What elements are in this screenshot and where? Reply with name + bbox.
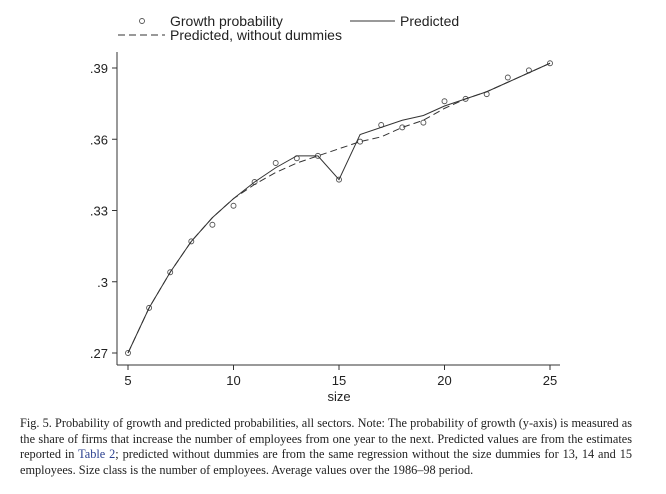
y-tick-label: .36 <box>90 132 108 147</box>
legend-label-without-dummies: Predicted, without dummies <box>170 27 342 43</box>
data-point <box>167 269 174 276</box>
x-tick-label: 10 <box>226 373 240 388</box>
data-point <box>146 304 153 311</box>
figure-caption: Fig. 5. Probability of growth and predic… <box>20 416 632 478</box>
data-point <box>272 160 279 166</box>
chart: .27 .3 .33 .36 .39 5 10 15 20 25 size Growth probab… <box>90 13 560 404</box>
table-link[interactable]: Table 2 <box>78 447 116 461</box>
caption-text: Fig. 5. Probability of growth and predic… <box>20 416 632 461</box>
x-tick-label: 25 <box>543 373 557 388</box>
caption-text-end: ; predicted without dummies are from the… <box>20 447 632 477</box>
series-line-predicted-without-dummies <box>127 62 551 354</box>
x-tick-label: 20 <box>437 373 451 388</box>
y-tick-label: .3 <box>97 275 108 290</box>
legend-marker-growth <box>139 18 145 24</box>
data-point <box>125 350 131 356</box>
data-point <box>209 221 216 228</box>
x-tick-label: 15 <box>332 373 346 388</box>
legend-label-predicted: Predicted <box>400 13 459 29</box>
x-tick-label: 5 <box>124 373 131 388</box>
x-axis-label: size <box>327 389 350 404</box>
data-point <box>188 238 195 245</box>
y-tick-label: .33 <box>90 204 108 219</box>
y-tick-label: .39 <box>90 61 108 76</box>
data-point <box>504 74 511 81</box>
data-point <box>547 60 553 67</box>
data-point <box>357 138 364 145</box>
data-point <box>230 202 237 209</box>
data-point <box>336 176 342 183</box>
data-point <box>441 98 448 105</box>
legend-label-growth: Growth probability <box>170 13 283 29</box>
series-line-predicted <box>127 62 551 354</box>
y-tick-label: .27 <box>90 346 108 361</box>
data-point <box>420 119 427 126</box>
data-point <box>399 124 406 131</box>
data-point <box>462 95 469 102</box>
